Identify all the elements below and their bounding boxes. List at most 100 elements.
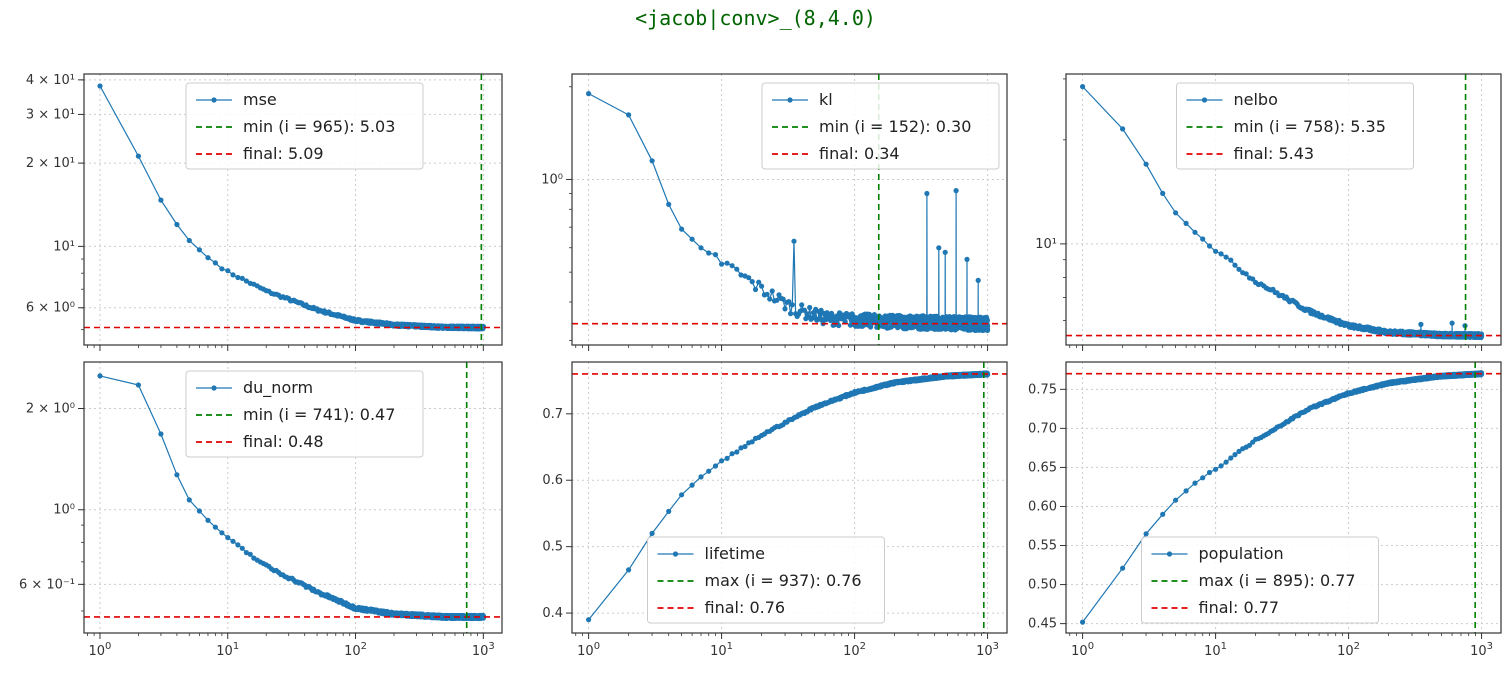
series-point	[1173, 210, 1179, 216]
x-tick-exponent: 3	[993, 641, 999, 652]
series-point	[807, 304, 813, 311]
series-point	[1232, 262, 1238, 268]
series-point	[698, 474, 704, 480]
series-point	[1206, 243, 1213, 249]
series-point	[799, 302, 805, 308]
legend-marker	[211, 97, 217, 103]
y-tick-label: 2 × 10¹	[26, 156, 75, 171]
series-point	[1192, 229, 1198, 235]
series-point	[135, 153, 141, 159]
legend-best-label: min (i = 741): 0.47	[243, 405, 395, 424]
series-point	[239, 545, 245, 551]
y-tick-label: 10⁰	[53, 503, 75, 518]
series-point	[1080, 84, 1086, 90]
series-point	[239, 275, 245, 281]
series-point	[1213, 248, 1219, 254]
series-point	[1120, 126, 1126, 132]
x-tick-exponent: 0	[105, 641, 111, 652]
legend-final-label: final: 5.43	[1234, 144, 1315, 163]
series-point	[789, 302, 795, 308]
series-point	[752, 286, 759, 293]
series-point	[769, 288, 775, 294]
series-point	[1243, 271, 1249, 277]
series-point	[924, 190, 930, 197]
series-point	[235, 542, 241, 548]
y-tick-label: 0.7	[542, 407, 563, 422]
y-tick-label: 4 × 10¹	[26, 73, 75, 88]
series-point	[729, 263, 735, 269]
series-point	[764, 291, 770, 297]
series-point	[734, 449, 740, 455]
series-point	[225, 535, 231, 541]
series-point	[936, 245, 942, 251]
x-tick-label: 102	[344, 641, 367, 659]
series-point	[984, 327, 991, 333]
y-tick-label: 0.6	[542, 473, 563, 488]
series-point	[712, 252, 719, 258]
legend-final-label: final: 5.09	[243, 144, 324, 163]
y-tick-label: 0.5	[542, 540, 563, 555]
y-tick-label: 0.4	[542, 606, 563, 621]
series-point	[1418, 321, 1424, 327]
x-tick-label: 103	[976, 641, 999, 659]
series-point	[186, 497, 192, 503]
series-point	[984, 317, 991, 324]
series-point	[212, 260, 218, 266]
y-tick-label: 3 × 10¹	[26, 107, 75, 122]
series-point	[225, 268, 231, 274]
series-point	[724, 455, 730, 461]
series-point	[1449, 320, 1455, 326]
series-point	[235, 274, 241, 281]
legend-series-label: kl	[819, 90, 833, 109]
series-point	[243, 278, 249, 284]
series-point	[1200, 236, 1206, 242]
legend-series-label: du_norm	[243, 378, 313, 398]
x-tick-exponent: 3	[488, 641, 494, 652]
series-point	[791, 238, 797, 244]
figure-title: <jacob|conv>_(8,4.0)	[635, 6, 876, 30]
series-point	[689, 236, 695, 242]
y-tick-label: 6 × 10⁰	[26, 301, 75, 316]
legend-final-label: final: 0.48	[243, 432, 324, 451]
series-point	[964, 256, 970, 262]
series-point	[97, 373, 103, 379]
y-tick-label: 10⁰	[541, 172, 563, 187]
series-point	[158, 197, 164, 203]
x-tick-exponent: 2	[860, 641, 866, 652]
legend-series-label: mse	[243, 90, 277, 109]
series-point	[679, 226, 685, 232]
y-tick-label: 10¹	[1035, 237, 1057, 252]
series-point	[706, 250, 712, 256]
series-point	[649, 158, 655, 164]
series-point	[749, 279, 755, 285]
series-point	[586, 91, 592, 97]
x-tick-label: 100	[577, 641, 600, 659]
series-point	[742, 443, 748, 450]
x-tick-label: 101	[710, 641, 733, 659]
x-tick-exponent: 2	[361, 641, 367, 652]
series-point	[666, 508, 672, 514]
series-point	[158, 431, 164, 437]
series-point	[975, 277, 981, 283]
series-point	[196, 508, 202, 514]
series-point	[746, 275, 752, 281]
x-tick-label: 100	[89, 641, 112, 659]
legend-series-label: nelbo	[1234, 90, 1278, 109]
series-point	[174, 221, 180, 228]
series-point	[729, 451, 735, 457]
series-point	[706, 468, 712, 474]
series-point	[724, 260, 730, 266]
series-point	[942, 249, 948, 255]
series-point	[734, 266, 740, 272]
series-point	[679, 492, 685, 498]
series-point	[1218, 251, 1224, 257]
y-tick-label: 6 × 10⁻¹	[19, 577, 75, 592]
series-point	[712, 463, 719, 469]
x-tick-label: 102	[843, 641, 866, 659]
